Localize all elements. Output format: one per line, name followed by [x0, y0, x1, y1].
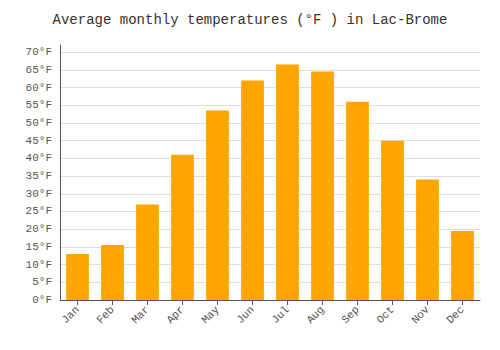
svg-text:10°F: 10°F	[26, 259, 52, 271]
svg-text:Jul: Jul	[269, 304, 291, 326]
svg-text:55°F: 55°F	[26, 99, 52, 111]
svg-text:Aug: Aug	[304, 304, 326, 326]
svg-text:Average monthly temperatures (: Average monthly temperatures (°F ) in La…	[53, 12, 448, 28]
svg-text:Feb: Feb	[94, 304, 116, 326]
svg-text:May: May	[199, 303, 222, 326]
svg-text:70°F: 70°F	[26, 46, 52, 58]
svg-text:Mar: Mar	[129, 304, 151, 326]
svg-text:Apr: Apr	[164, 304, 186, 326]
svg-text:45°F: 45°F	[26, 135, 52, 147]
svg-text:0°F: 0°F	[32, 294, 52, 306]
svg-text:15°F: 15°F	[26, 241, 52, 253]
svg-text:35°F: 35°F	[26, 170, 52, 182]
svg-text:Jan: Jan	[59, 304, 81, 326]
svg-text:Dec: Dec	[444, 304, 466, 326]
svg-text:Sep: Sep	[339, 304, 361, 326]
svg-text:20°F: 20°F	[26, 223, 52, 235]
svg-text:65°F: 65°F	[26, 64, 52, 76]
svg-text:Oct: Oct	[374, 304, 396, 326]
svg-text:5°F: 5°F	[32, 276, 52, 288]
svg-text:25°F: 25°F	[26, 205, 52, 217]
svg-text:Jun: Jun	[234, 304, 256, 326]
svg-text:30°F: 30°F	[26, 188, 52, 200]
svg-text:60°F: 60°F	[26, 82, 52, 94]
svg-text:Nov: Nov	[409, 303, 432, 326]
svg-text:40°F: 40°F	[26, 152, 52, 164]
svg-text:50°F: 50°F	[26, 117, 52, 129]
